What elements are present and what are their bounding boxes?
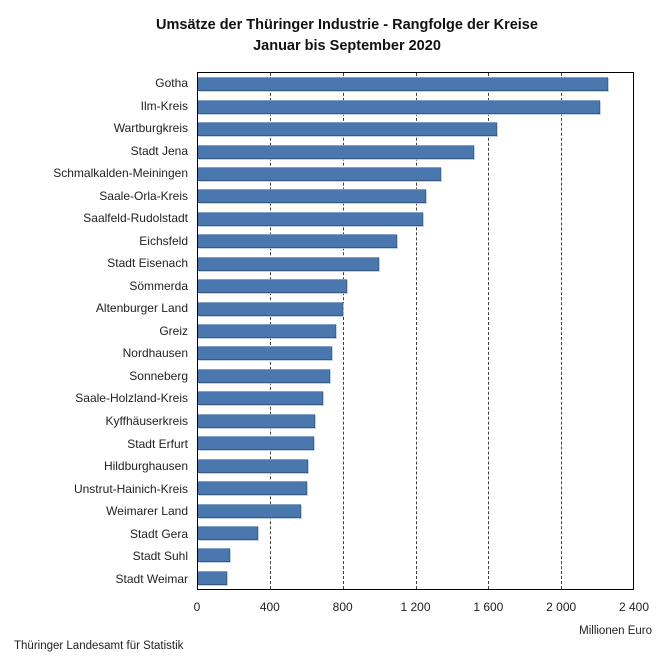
- bar-row: [198, 163, 633, 185]
- category-label: Stadt Weimar: [115, 571, 188, 586]
- bar: [198, 211, 423, 226]
- bar: [198, 525, 258, 540]
- category-label: Wartburgkreis: [113, 121, 188, 136]
- x-axis-tick-label: 400: [259, 600, 280, 614]
- category-label: Schmalkalden-Meiningen: [53, 166, 188, 181]
- bar-row: [198, 567, 633, 589]
- bar: [198, 413, 315, 428]
- bar: [198, 458, 308, 473]
- bar-row: [198, 73, 633, 95]
- x-axis-unit-label: Millionen Euro: [579, 625, 652, 637]
- bar: [198, 122, 498, 137]
- gridline: [560, 73, 562, 589]
- category-label: Altenburger Land: [95, 301, 188, 316]
- bar: [198, 234, 398, 249]
- x-axis-tick-label: 0: [193, 600, 201, 614]
- category-label: Ilm-Kreis: [140, 98, 188, 113]
- category-label: Nordhausen: [122, 346, 188, 361]
- source-footer: Thüringer Landesamt für Statistik: [14, 640, 184, 652]
- category-label: Greiz: [159, 323, 188, 338]
- bar-row: [198, 342, 633, 364]
- bar-row: [198, 140, 633, 162]
- bar: [198, 570, 227, 585]
- bar-row: [198, 95, 633, 117]
- gridline: [487, 73, 489, 589]
- x-axis-tick-labels: 0 400 800 1 200 1 600 2 000 2 400: [0, 600, 663, 616]
- bar-row: [198, 297, 633, 319]
- gridline: [415, 73, 417, 589]
- category-label: Sömmerda: [129, 278, 188, 293]
- gridline: [342, 73, 344, 589]
- category-label: Kyffhäuserkreis: [105, 413, 188, 428]
- category-label: Stadt Gera: [129, 526, 188, 541]
- category-label: Eichsfeld: [139, 233, 188, 248]
- x-axis-tick-label: 800: [332, 600, 353, 614]
- bars-layer: [198, 73, 633, 589]
- category-label: Hildburghausen: [103, 459, 188, 474]
- bar-row: [198, 253, 633, 275]
- category-label: Saale-Holzland-Kreis: [75, 391, 188, 406]
- bar-row: [198, 365, 633, 387]
- bar-row: [198, 454, 633, 476]
- x-axis-tick-label: 1 600: [473, 600, 504, 614]
- bar: [198, 77, 608, 92]
- bar: [198, 503, 302, 518]
- bar: [198, 256, 380, 271]
- bar: [198, 99, 601, 114]
- category-axis-labels: Gotha Ilm-Kreis Wartburgkreis Stadt Jena Sch…: [0, 72, 188, 590]
- bar: [198, 166, 441, 181]
- category-label: Stadt Eisenach: [107, 256, 188, 271]
- bar-row: [198, 477, 633, 499]
- bar-row: [198, 522, 633, 544]
- x-axis-tick-label: 1 200: [400, 600, 431, 614]
- category-label: Gotha: [155, 76, 188, 91]
- x-axis-tick-label: 2 000: [546, 600, 577, 614]
- bar-row: [198, 275, 633, 297]
- bar-row: [198, 185, 633, 207]
- bar: [198, 346, 333, 361]
- bar-row: [198, 118, 633, 140]
- category-label: Stadt Suhl: [132, 549, 188, 564]
- chart-title-line2: Januar bis September 2020: [253, 38, 441, 54]
- category-label: Weimarer Land: [106, 504, 188, 519]
- category-label: Sonneberg: [129, 368, 188, 383]
- category-label: Saalfeld-Rudolstadt: [83, 211, 188, 226]
- bar-row: [198, 208, 633, 230]
- bar: [198, 436, 314, 451]
- bar-row: [198, 320, 633, 342]
- chart-title-line1: Umsätze der Thüringer Industrie - Rangfo…: [156, 17, 538, 33]
- bar-row: [198, 432, 633, 454]
- bar-row: [198, 387, 633, 409]
- bar: [198, 481, 307, 496]
- plot-area: [197, 72, 634, 590]
- bar: [198, 279, 347, 294]
- category-label: Stadt Erfurt: [127, 436, 188, 451]
- bar: [198, 189, 427, 204]
- bar: [198, 301, 343, 316]
- category-label: Unstrut-Hainich-Kreis: [73, 481, 188, 496]
- category-label: Stadt Jena: [130, 143, 188, 158]
- bar: [198, 548, 230, 563]
- category-label: Saale-Orla-Kreis: [99, 188, 188, 203]
- bar-row: [198, 410, 633, 432]
- bar: [198, 368, 331, 383]
- bar-row: [198, 230, 633, 252]
- bar-row: [198, 544, 633, 566]
- chart-title: Umsätze der Thüringer Industrie - Rangfo…: [31, 15, 663, 57]
- bar-row: [198, 499, 633, 521]
- bar: [198, 144, 474, 159]
- x-axis-tick-label: 2 400: [618, 600, 650, 614]
- bar: [198, 391, 324, 406]
- bar: [198, 324, 336, 339]
